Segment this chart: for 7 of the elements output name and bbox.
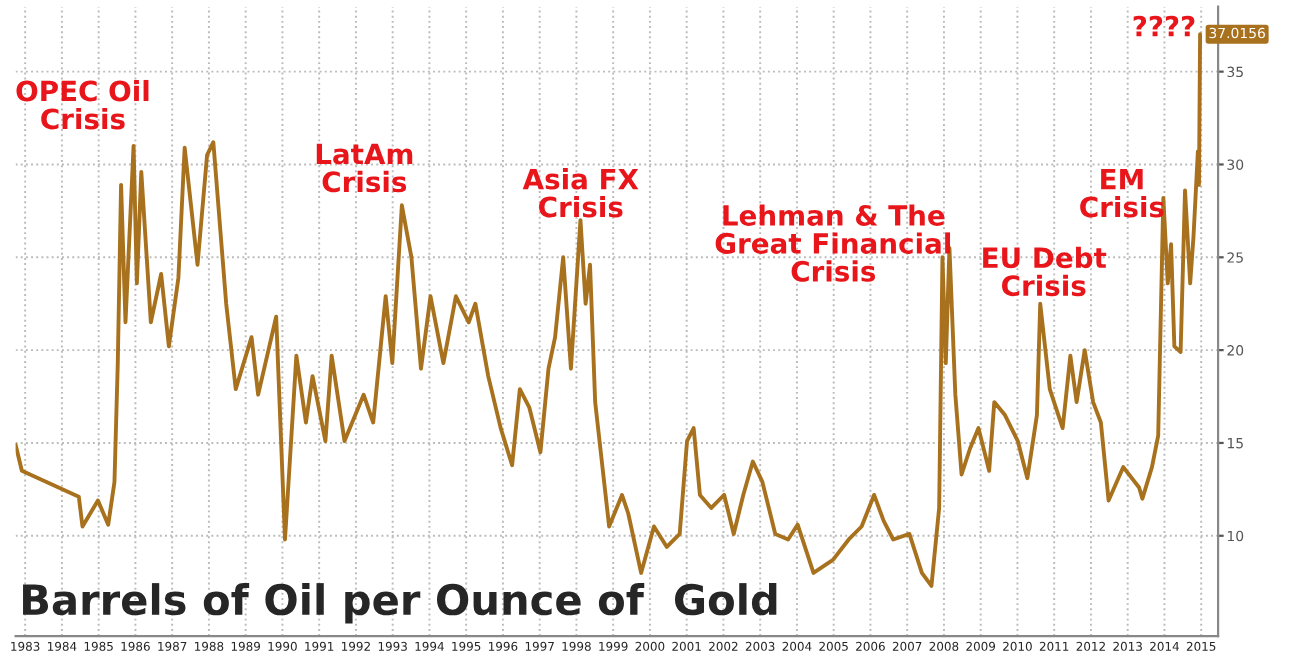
annotation: LatAm Crisis (316, 143, 413, 193)
annotation: OPEC Oil Crisis (16, 79, 149, 130)
text: Barrels of Oil per Ounce of Gold (23, 583, 777, 624)
annotation: Lehman & The Great Financial Crisis (715, 204, 950, 282)
annotation: ???? (1133, 15, 1195, 37)
annotation: EU Debt Crisis (983, 246, 1107, 297)
annotation: Asia FX Crisis (522, 168, 639, 218)
